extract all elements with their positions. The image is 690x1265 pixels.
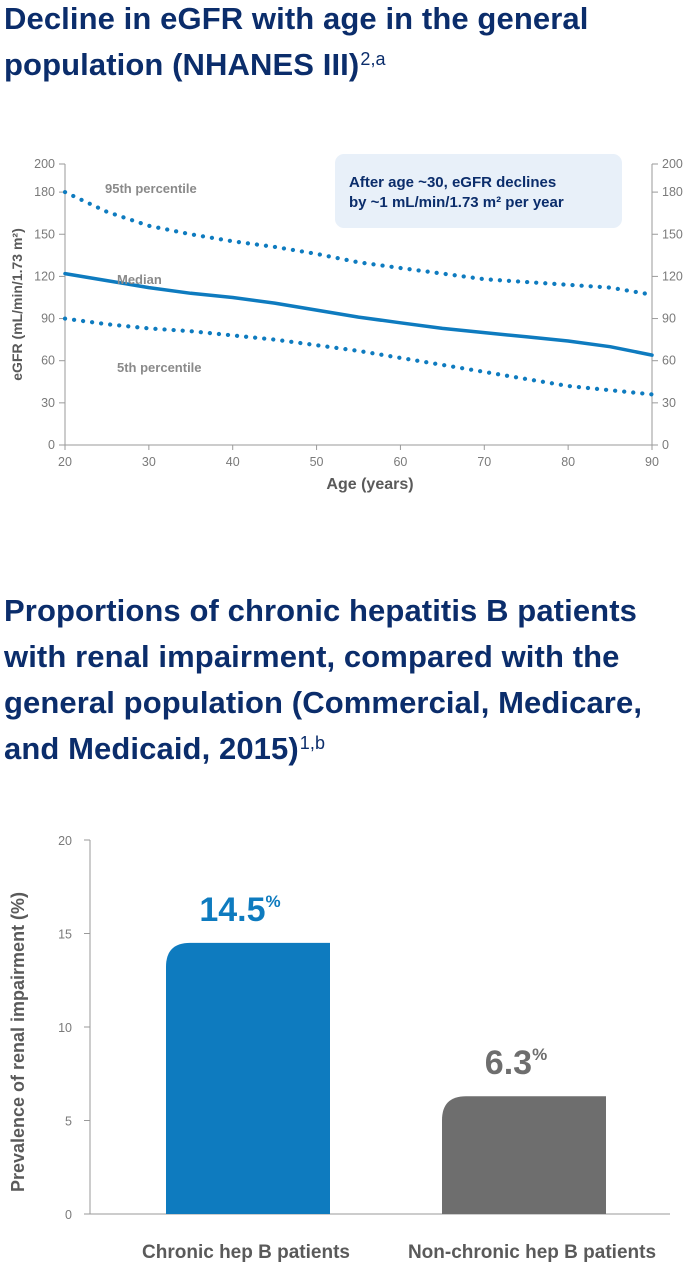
y-tick-label: 5	[65, 1115, 72, 1129]
renal-title-footnote: 1,b	[299, 733, 326, 753]
x-tick-label: 60	[393, 455, 407, 469]
y-tick-label-right: 90	[662, 312, 676, 326]
bar-non-chronic-hep-b	[442, 1096, 606, 1214]
renal-impairment-bar-chart: 0 5 10 15 20 Prevalence of renal impairment (…	[8, 834, 670, 1263]
y-tick-label: 150	[34, 227, 55, 241]
eGFR-chart-title: Decline in eGFR with age in the general …	[4, 0, 684, 88]
x-category-label: Chronic hep B patients	[142, 1242, 350, 1263]
series-label-5th-percentile: 5th percentile	[117, 360, 202, 375]
y-tick-label: 200	[34, 157, 55, 171]
y-tick-label-right: 200	[662, 157, 683, 171]
y-tick-label: 0	[48, 438, 55, 452]
y-tick-label: 180	[34, 185, 55, 199]
y-tick-label: 120	[34, 269, 55, 283]
x-axis-title: Age (years)	[326, 476, 413, 493]
series-line-95th-percentile	[62, 190, 655, 297]
y-tick-label: 0	[65, 1208, 72, 1222]
x-tick-label: 30	[142, 455, 156, 469]
y-tick-label: 10	[58, 1021, 72, 1035]
eGFR-title-text: Decline in eGFR with age in the general …	[4, 1, 589, 82]
x-tick-label: 20	[58, 455, 72, 469]
series-line-median	[63, 271, 654, 357]
y-tick-label: 20	[58, 834, 72, 848]
y-tick-label: 60	[41, 354, 55, 368]
series-line-5th-percentile	[62, 316, 655, 397]
y-tick-label: 15	[58, 928, 72, 942]
y-tick-label-right: 60	[662, 354, 676, 368]
y-tick-label-right: 180	[662, 185, 683, 199]
x-tick-label: 80	[561, 455, 575, 469]
x-tick-label: 40	[226, 455, 240, 469]
y-tick-label: 30	[41, 396, 55, 410]
renal-impairment-chart-title: Proportions of chronic hepatitis B patie…	[4, 588, 690, 772]
y-axis-title: Prevalence of renal impairment (%)	[8, 892, 28, 1192]
y-tick-label-right: 0	[662, 438, 669, 452]
bar-chronic-hep-b	[166, 942, 330, 1214]
y-tick-label-right: 150	[662, 227, 683, 241]
x-tick-label: 90	[645, 455, 659, 469]
callout-line-2: by ~1 mL/min/1.73 m² per year	[349, 194, 564, 211]
bar-value-label: 6.3%	[485, 1044, 547, 1082]
eGFR-line-chart: 0 0 30 30 60 60 90 90 120 120 150 150 180 180 200 200 20…	[9, 154, 683, 493]
callout-line-1: After age ~30, eGFR declines	[349, 174, 556, 191]
y-axis-title: eGFR (mL/min/1.73 m²)	[9, 228, 25, 380]
y-tick-label: 90	[41, 312, 55, 326]
renal-title-text: Proportions of chronic hepatitis B patie…	[4, 593, 643, 766]
series-label-95th-percentile: 95th percentile	[105, 181, 197, 196]
y-tick-label-right: 30	[662, 396, 676, 410]
x-category-label: Non-chronic hep B patients	[408, 1242, 656, 1263]
bar-value-label: 14.5%	[199, 891, 280, 929]
series-label-median: Median	[117, 272, 162, 287]
x-tick-label: 50	[310, 455, 324, 469]
x-tick-label: 70	[477, 455, 491, 469]
eGFR-title-footnote: 2,a	[360, 49, 386, 69]
y-tick-label-right: 120	[662, 269, 683, 283]
callout-box	[335, 154, 622, 228]
